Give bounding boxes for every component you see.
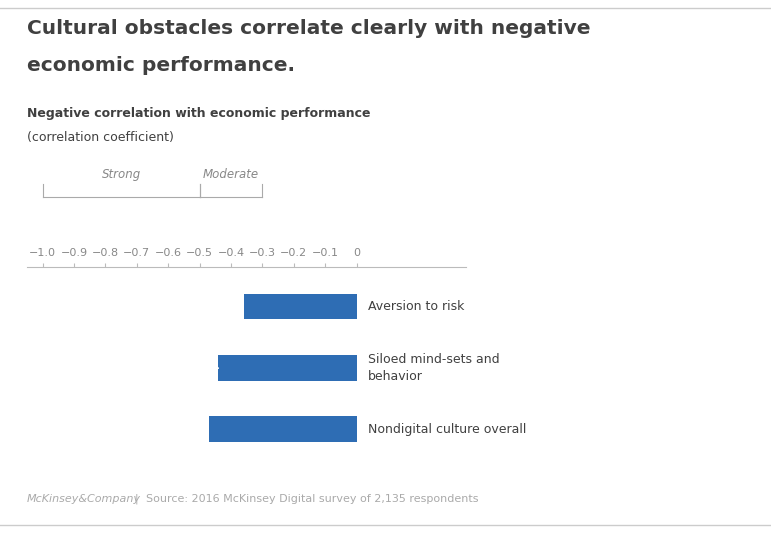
Text: Negative correlation with economic performance: Negative correlation with economic perfo…	[27, 107, 371, 119]
Text: −0.36: −0.36	[204, 300, 245, 313]
Text: Source: 2016 McKinsey Digital survey of 2,135 respondents: Source: 2016 McKinsey Digital survey of …	[146, 494, 479, 504]
Text: economic performance.: economic performance.	[27, 56, 295, 75]
Text: Aversion to risk: Aversion to risk	[369, 300, 464, 313]
Text: |: |	[135, 493, 139, 504]
Text: (correlation coefficient): (correlation coefficient)	[27, 131, 173, 143]
Bar	[209, 416, 356, 442]
Text: Cultural obstacles correlate clearly with negative: Cultural obstacles correlate clearly wit…	[27, 19, 591, 38]
Text: Strong: Strong	[102, 168, 141, 181]
Bar	[218, 355, 356, 381]
Text: −0.47: −0.47	[169, 423, 210, 435]
Text: Moderate: Moderate	[203, 168, 259, 181]
Text: Nondigital culture overall: Nondigital culture overall	[369, 423, 527, 435]
Text: −0.44: −0.44	[179, 361, 220, 374]
Bar	[244, 294, 356, 319]
Text: McKinsey&Company: McKinsey&Company	[27, 494, 141, 504]
Text: Siloed mind-sets and
behavior: Siloed mind-sets and behavior	[369, 353, 500, 383]
